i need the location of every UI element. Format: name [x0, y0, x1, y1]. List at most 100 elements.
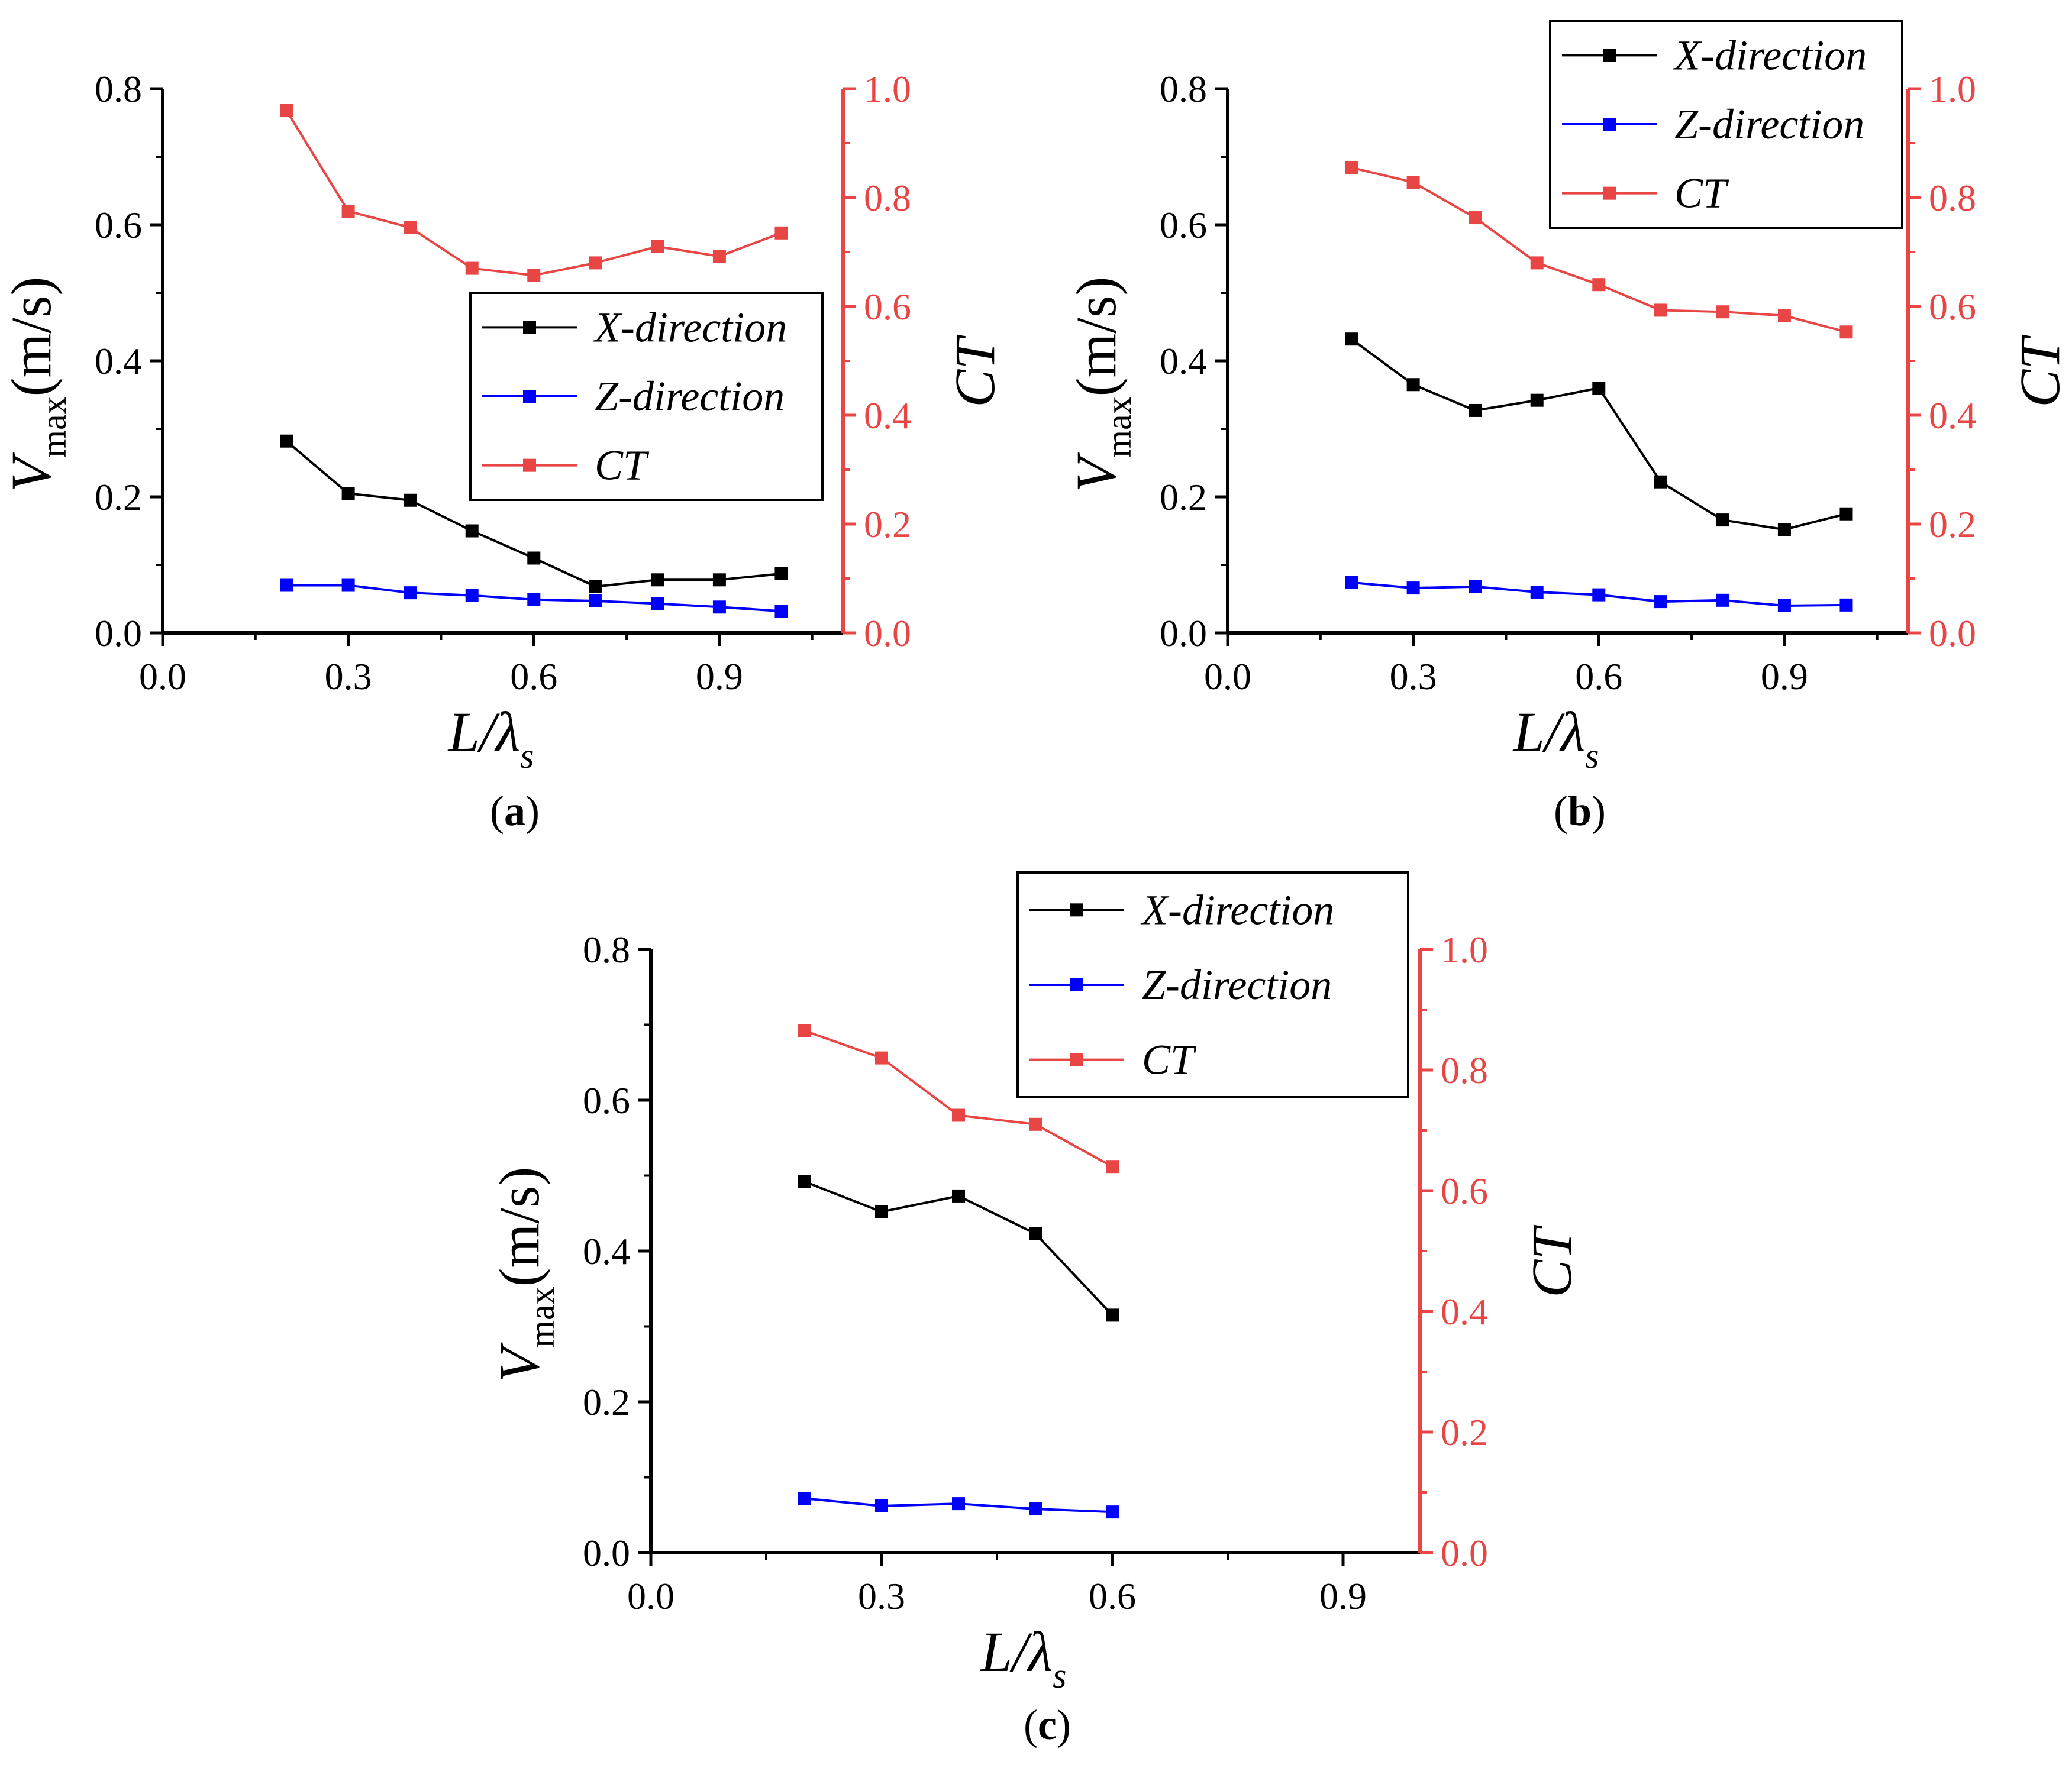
- legend-label-x-direction: X-direction: [593, 303, 787, 351]
- data-point-z-direction: [952, 1497, 965, 1511]
- data-point-z-direction: [1716, 593, 1729, 607]
- data-point-ct: [1592, 278, 1606, 292]
- panel-label-letter: c: [1038, 1701, 1057, 1748]
- data-point-ct: [1106, 1160, 1119, 1174]
- y2-tick-label: 0.4: [1441, 1291, 1488, 1333]
- data-point-x-direction: [1839, 507, 1853, 521]
- legend-marker-x-direction: [1603, 49, 1616, 62]
- x-axis-title-main: L/λ: [447, 700, 521, 764]
- legend-label-z-direction: Z-direction: [1674, 101, 1864, 148]
- x-axis-title-sub: s: [520, 736, 534, 775]
- data-point-z-direction: [1777, 599, 1791, 612]
- legend-marker-x-direction: [523, 321, 536, 334]
- panel-label: (a): [490, 787, 540, 835]
- data-point-z-direction: [1530, 586, 1544, 599]
- data-point-x-direction: [774, 567, 788, 580]
- x-tick-label: 0.9: [1761, 655, 1808, 697]
- data-point-x-direction: [404, 493, 417, 507]
- data-point-x-direction: [712, 573, 726, 587]
- legend-label-ct: CT: [595, 442, 650, 489]
- panel-label-close: ): [1057, 1701, 1071, 1748]
- y-tick-label: 0.4: [1160, 340, 1207, 382]
- y-tick-label: 0.2: [95, 476, 142, 518]
- x-axis-title: L/λs: [447, 700, 534, 775]
- legend-marker-z-direction: [1603, 118, 1616, 131]
- data-point-x-direction: [875, 1205, 888, 1218]
- data-point-z-direction: [589, 594, 602, 607]
- y-axis-title-main: V: [1064, 452, 1128, 492]
- data-point-ct: [952, 1108, 965, 1122]
- x-axis-title: L/λs: [1512, 700, 1599, 775]
- y-tick-label: 0.8: [583, 929, 630, 971]
- x-tick-label: 0.9: [1319, 1575, 1367, 1617]
- data-point-z-direction: [527, 593, 541, 606]
- data-point-ct: [527, 269, 541, 282]
- data-point-z-direction: [712, 600, 726, 614]
- panel-label: (b): [1554, 787, 1606, 835]
- x-tick-label: 0.3: [858, 1575, 905, 1617]
- data-point-x-direction: [280, 434, 293, 448]
- data-point-z-direction: [798, 1492, 811, 1505]
- y-tick-label: 0.0: [95, 612, 142, 654]
- data-point-ct: [404, 221, 417, 234]
- data-point-ct: [875, 1051, 888, 1065]
- legend-marker-x-direction: [1070, 903, 1083, 917]
- x-tick-label: 0.0: [139, 655, 186, 697]
- legend-marker-ct: [523, 458, 536, 472]
- y2-tick-label: 1.0: [1441, 929, 1488, 971]
- y2-tick-label: 0.6: [1929, 286, 1976, 328]
- series-line-ct: [285, 109, 782, 277]
- legend-label-x-direction: X-direction: [1673, 31, 1867, 79]
- data-point-ct: [798, 1024, 811, 1037]
- y2-tick-label: 0.8: [1929, 177, 1976, 219]
- panel-label-close: ): [1592, 787, 1606, 835]
- data-point-z-direction: [1029, 1502, 1042, 1516]
- data-point-x-direction: [1106, 1308, 1119, 1322]
- panel-label-close: ): [525, 787, 540, 835]
- legend-label-z-direction: Z-direction: [595, 373, 785, 420]
- x-tick-label: 0.3: [325, 655, 372, 697]
- x-tick-label: 0.0: [1204, 655, 1251, 697]
- legend-marker-z-direction: [1070, 978, 1083, 991]
- y2-tick-label: 0.2: [1929, 503, 1976, 545]
- data-point-z-direction: [1469, 580, 1482, 593]
- y2-tick-label: 0.8: [864, 177, 911, 219]
- panel-label: (c): [1024, 1701, 1071, 1748]
- y2-tick-label: 0.2: [864, 503, 911, 545]
- data-point-z-direction: [651, 597, 664, 610]
- data-point-ct: [1716, 305, 1729, 319]
- y-axis-title-main: V: [0, 452, 63, 492]
- panel-label-letter: a: [504, 787, 525, 835]
- y-axis-title-unit: (m/s): [1064, 277, 1128, 397]
- panel-label-open: (: [1554, 787, 1568, 835]
- x-axis-title: L/λs: [980, 1620, 1067, 1695]
- data-point-x-direction: [952, 1189, 965, 1203]
- y-tick-label: 0.6: [95, 204, 142, 246]
- y-axis-title-unit: (m/s): [488, 1167, 551, 1287]
- legend-label-ct: CT: [1142, 1036, 1197, 1084]
- data-point-x-direction: [1654, 475, 1667, 489]
- data-point-z-direction: [774, 605, 788, 618]
- y-axis-title-sub: max: [34, 396, 73, 457]
- y-tick-label: 0.0: [1160, 612, 1207, 654]
- data-point-z-direction: [341, 578, 355, 592]
- x-axis-title-main: L/λ: [980, 1620, 1053, 1683]
- x-tick-label: 0.6: [510, 655, 557, 697]
- y2-axis-title: CT: [2008, 334, 2071, 408]
- y2-tick-label: 0.4: [864, 395, 911, 437]
- data-point-x-direction: [465, 524, 479, 538]
- data-point-ct: [465, 261, 479, 275]
- legend: X-direction Z-direction CT: [469, 292, 824, 501]
- y2-axis-title: CT: [1520, 1224, 1583, 1298]
- chart-panel-b: 0.0 0.3 0.6 0.9 0.0 0.2 0.4 0.6 0.8 0.0 0.2 0.4 0.6 0…: [1064, 20, 2071, 835]
- y2-tick-label: 0.0: [1929, 612, 1976, 654]
- data-point-x-direction: [651, 573, 664, 587]
- data-point-z-direction: [1106, 1505, 1119, 1519]
- panel-label-open: (: [490, 787, 504, 835]
- data-point-x-direction: [341, 487, 355, 500]
- x-tick-label: 0.3: [1390, 655, 1437, 697]
- y2-tick-label: 1.0: [1929, 68, 1976, 110]
- data-point-x-direction: [527, 551, 541, 565]
- legend-marker-ct: [1603, 186, 1616, 200]
- data-point-x-direction: [1530, 393, 1544, 407]
